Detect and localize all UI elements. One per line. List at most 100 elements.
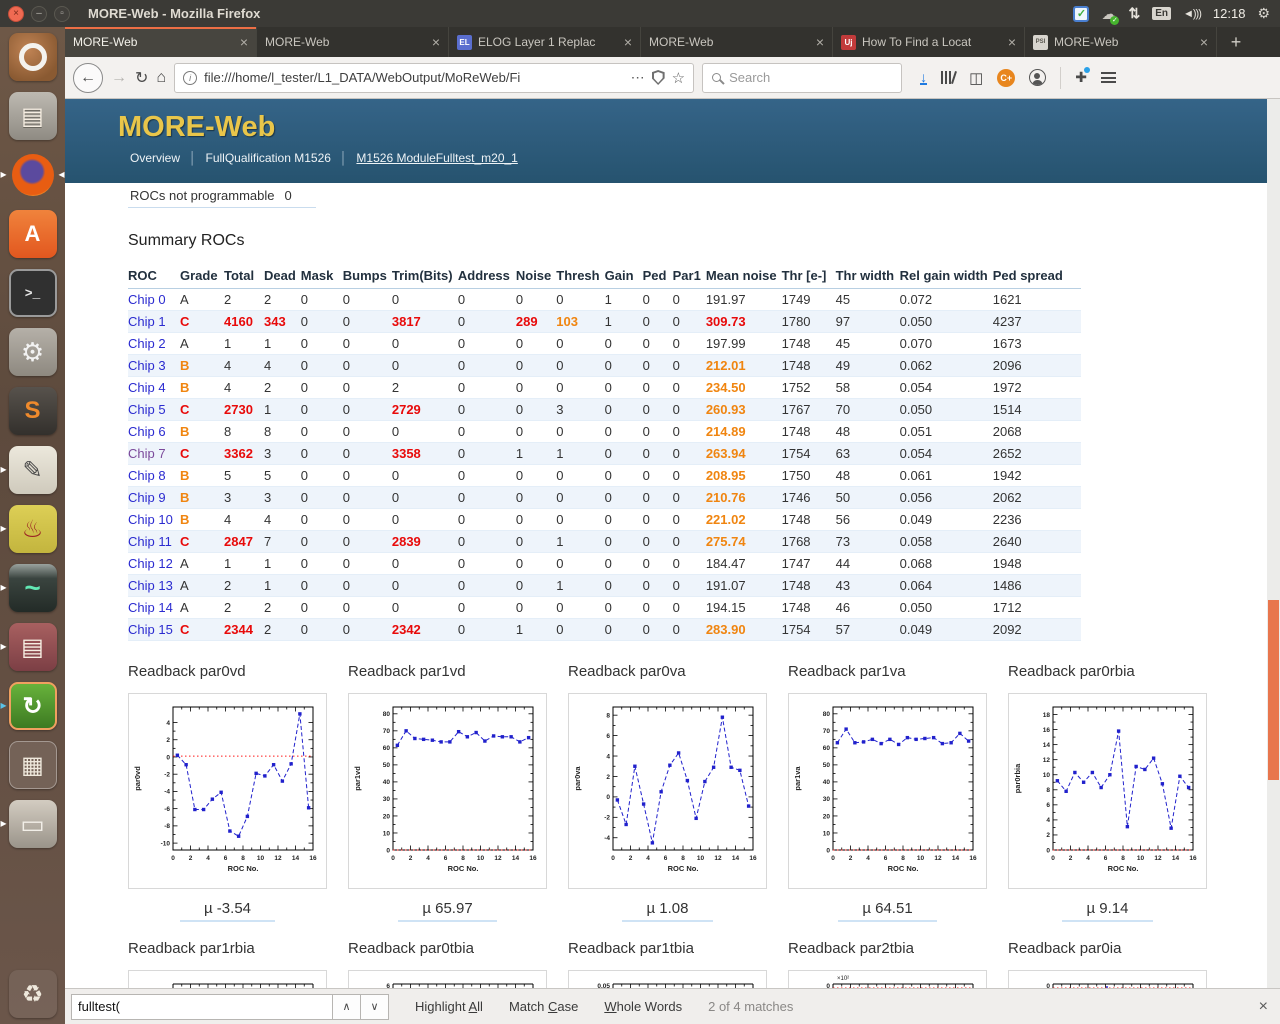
tab-close-icon[interactable]: ×: [1199, 34, 1208, 50]
svg-text:6: 6: [884, 855, 888, 862]
breadcrumb-link-3[interactable]: M1526 ModuleFulltest_m20_1: [356, 151, 518, 165]
value-cell: 4: [224, 376, 264, 399]
column-header: Mask: [300, 265, 343, 289]
launcher-item-archive-manager[interactable]: [1, 623, 61, 671]
launcher-item-trash[interactable]: [5, 970, 61, 1018]
chip-link[interactable]: Chip 11: [128, 534, 172, 549]
bookmark-star-icon[interactable]: ☆: [671, 69, 686, 87]
value-cell: 0: [515, 354, 557, 377]
launcher-item-system-settings[interactable]: [5, 328, 61, 376]
breadcrumb-link-1[interactable]: Overview: [130, 151, 181, 165]
svg-text:30: 30: [823, 796, 831, 803]
home-button[interactable]: ⌂: [156, 68, 167, 86]
launcher-item-terminal[interactable]: [5, 269, 61, 317]
keyboard-layout-indicator[interactable]: En: [1152, 7, 1171, 20]
session-menu-icon[interactable]: ⚙: [1257, 5, 1270, 21]
chip-link[interactable]: Chip 4: [128, 380, 166, 395]
chip-link[interactable]: Chip 0: [128, 292, 166, 307]
value-cell: 1749: [781, 288, 836, 311]
chip-link[interactable]: Chip 6: [128, 424, 166, 439]
launcher-item-text-editor[interactable]: [1, 446, 61, 494]
sidebar-toggle-icon[interactable]: ◫: [969, 69, 984, 87]
svg-text:-10: -10: [161, 840, 171, 847]
launcher-item-sublime-text[interactable]: [5, 387, 61, 435]
chip-link[interactable]: Chip 13: [128, 578, 173, 593]
launcher-item-tea-timer[interactable]: [1, 505, 61, 553]
tab-close-icon[interactable]: ×: [431, 34, 440, 50]
new-tab-button[interactable]: +: [1230, 31, 1242, 52]
browser-tab-6[interactable]: PSI MORE-Web ×: [1025, 27, 1217, 57]
readback-plot: Readback par1tbia 0.05: [568, 940, 767, 988]
launcher-item-system-monitor[interactable]: [1, 564, 61, 612]
browser-tab-2[interactable]: MORE-Web ×: [257, 27, 449, 57]
tab-close-icon[interactable]: ×: [1007, 34, 1016, 50]
tab-close-icon[interactable]: ×: [623, 34, 632, 50]
chip-link[interactable]: Chip 8: [128, 468, 166, 483]
launcher-item-file-manager[interactable]: [5, 92, 61, 140]
search-input[interactable]: Search: [702, 62, 903, 93]
launcher-item-ubuntu-software[interactable]: [5, 210, 61, 258]
highlight-all-toggle[interactable]: Highlight All: [415, 999, 483, 1014]
browser-tab-5[interactable]: Uj How To Find a Locat ×: [833, 27, 1025, 57]
chip-link[interactable]: Chip 15: [128, 622, 173, 637]
todo-check-icon[interactable]: ✓: [1073, 5, 1090, 22]
url-bar[interactable]: i file:///home/l_tester/L1_DATA/WebOutpu…: [174, 62, 695, 93]
page-scrollbar[interactable]: [1267, 99, 1280, 988]
back-button[interactable]: ←: [73, 62, 103, 93]
window-minimize-button[interactable]: –: [31, 5, 47, 22]
find-previous-button[interactable]: ∧: [333, 993, 361, 1020]
breadcrumb-link-2[interactable]: FullQualification M1526: [205, 151, 331, 165]
url-text[interactable]: file:///home/l_tester/L1_DATA/WebOutput/…: [204, 70, 624, 85]
find-next-button[interactable]: ∨: [361, 993, 389, 1020]
launcher-item-software-updater[interactable]: [1, 682, 61, 730]
value-cell: 0: [300, 310, 343, 333]
browser-tab-4[interactable]: MORE-Web ×: [641, 27, 833, 57]
library-icon[interactable]: [941, 71, 958, 84]
window-close-button[interactable]: ×: [8, 5, 24, 22]
chip-link[interactable]: Chip 9: [128, 490, 166, 505]
chip-link[interactable]: Chip 14: [128, 600, 173, 615]
clock[interactable]: 12:18: [1212, 6, 1246, 21]
forward-button[interactable]: →: [111, 68, 127, 86]
launcher-item-firefox[interactable]: [1, 151, 65, 199]
chip-link[interactable]: Chip 3: [128, 358, 166, 373]
chip-link[interactable]: Chip 12: [128, 556, 173, 571]
window-maximize-button[interactable]: ▫: [54, 5, 70, 22]
match-case-toggle[interactable]: Match Case: [508, 999, 579, 1014]
whole-words-toggle[interactable]: Whole Words: [604, 999, 683, 1014]
chip-link[interactable]: Chip 2: [128, 336, 166, 351]
find-input[interactable]: [71, 993, 333, 1020]
cloud-sync-icon[interactable]: ☁: [1101, 5, 1120, 25]
tab-close-icon[interactable]: ×: [815, 34, 824, 50]
site-info-icon[interactable]: i: [183, 70, 198, 85]
value-cell: 2839: [391, 530, 458, 553]
chip-link[interactable]: Chip 10: [128, 512, 173, 527]
launcher-item-ubuntu-dash[interactable]: [5, 33, 61, 81]
menu-icon[interactable]: [1101, 72, 1116, 83]
volume-icon[interactable]: ◄))): [1183, 7, 1202, 20]
table-row: Chip 2 A 1 1 0 0 0 0 0 0 0 0 0 197.99 1748 45 0.070 1673: [128, 332, 1081, 355]
scrollbar-thumb[interactable]: [1268, 600, 1279, 780]
tab-close-icon[interactable]: ×: [239, 34, 248, 50]
value-cell: 0: [300, 420, 343, 443]
find-close-icon[interactable]: ×: [1258, 997, 1268, 1015]
chip-link[interactable]: Chip 7: [128, 446, 166, 461]
page-actions-icon[interactable]: ⋯: [630, 69, 645, 85]
downloads-icon[interactable]: ↓: [920, 68, 928, 85]
extensions-icon[interactable]: ✚: [1075, 67, 1090, 85]
launcher-item-disk-utility[interactable]: [1, 800, 61, 848]
browser-tab-3[interactable]: EL ELOG Layer 1 Replac ×: [449, 27, 641, 57]
colorzilla-extension-icon[interactable]: C+: [997, 68, 1016, 87]
readback-plot: Readback par0vd 0 2 4 6 8 10 12 14 16 -10 -8 -6 -4 -2 0…: [128, 663, 327, 922]
chip-link[interactable]: Chip 5: [128, 402, 166, 417]
chip-link[interactable]: Chip 1: [128, 314, 166, 329]
svg-text:4: 4: [1046, 817, 1050, 824]
launcher-item-workspace-switcher[interactable]: [5, 741, 61, 789]
network-traffic-icon[interactable]: ⇅: [1128, 5, 1141, 21]
browser-tab-1[interactable]: MORE-Web ×: [65, 27, 257, 57]
reload-button[interactable]: ↻: [135, 69, 149, 87]
account-icon[interactable]: [1029, 69, 1047, 86]
protection-shield-icon[interactable]: [651, 70, 665, 85]
value-cell: 8: [264, 420, 301, 443]
value-cell: 0: [556, 354, 605, 377]
